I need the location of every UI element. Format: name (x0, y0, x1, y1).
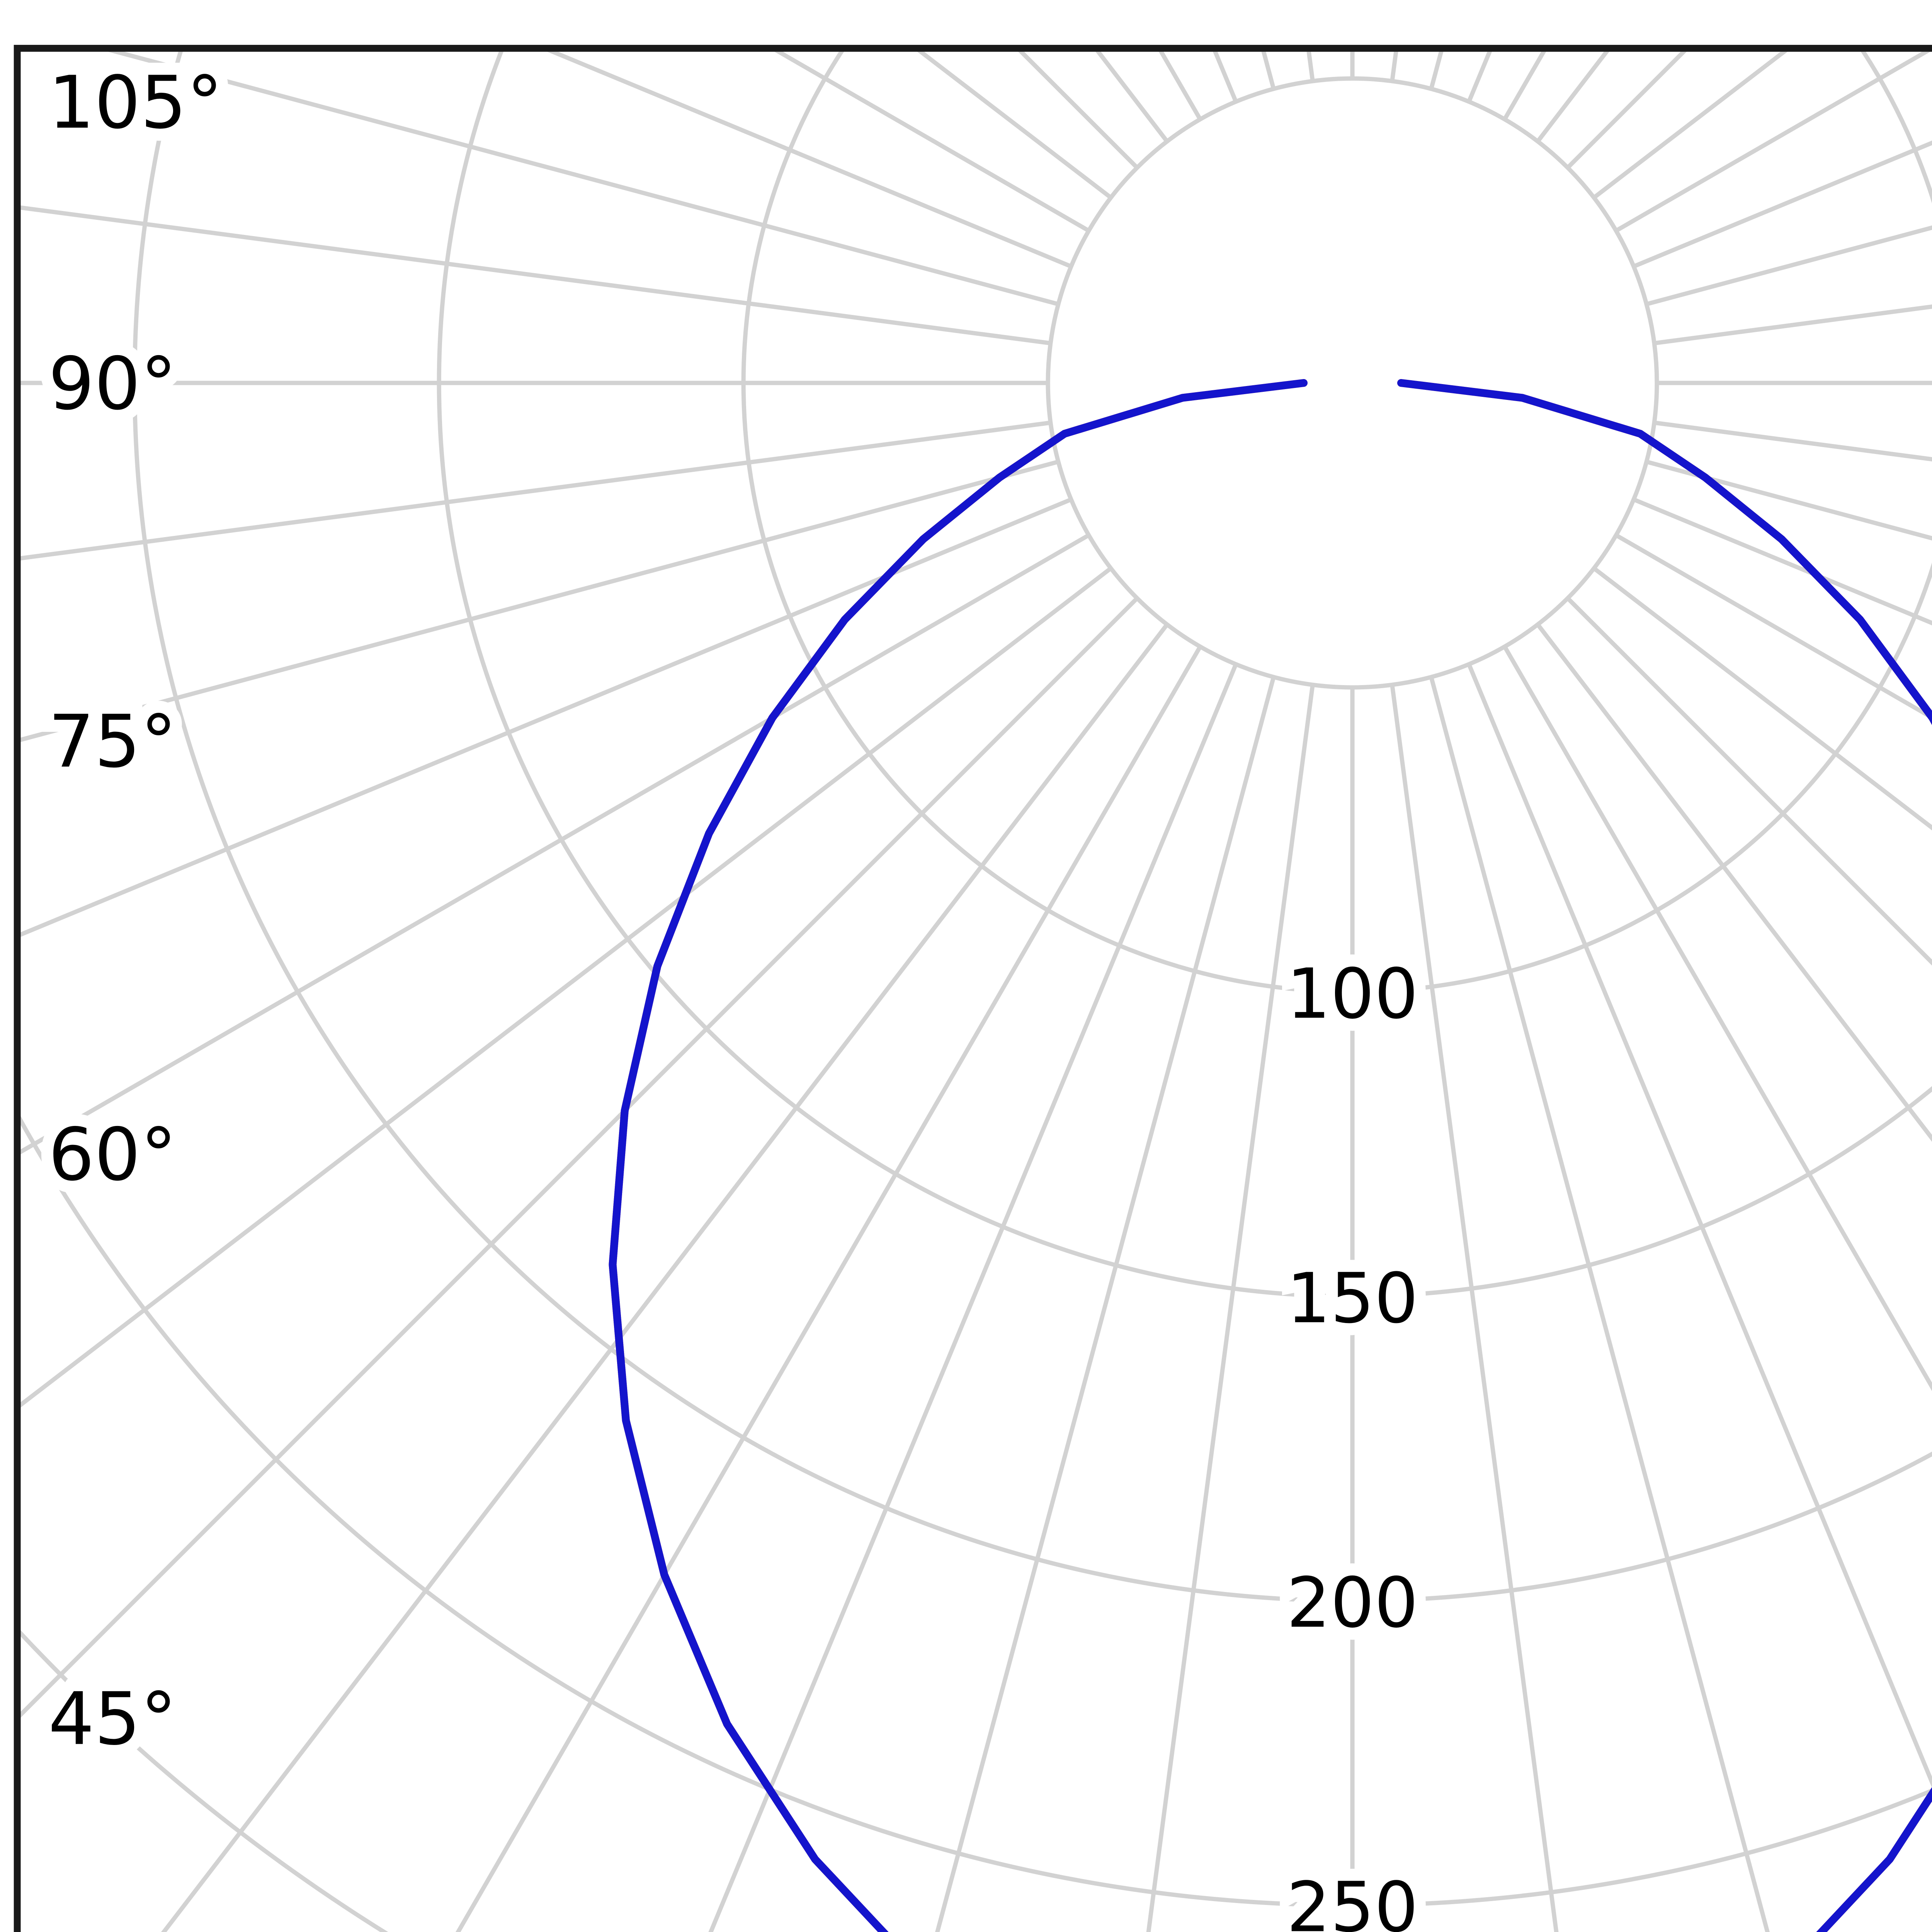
svg-text:105°: 105° (48, 61, 223, 145)
curve-C90-C270 (609, 379, 1932, 1932)
svg-text:100: 100 (1287, 954, 1418, 1034)
svg-text:90°: 90° (48, 342, 177, 426)
svg-text:150: 150 (1287, 1259, 1418, 1339)
svg-text:45°: 45° (48, 1677, 177, 1761)
svg-text:60°: 60° (48, 1113, 177, 1197)
svg-text:200: 200 (1287, 1563, 1418, 1643)
radial-tick-labels: 100 150 200 250 (1274, 942, 1430, 1932)
svg-text:250: 250 (1287, 1867, 1418, 1932)
curve-C0-C180 (609, 379, 1932, 1932)
angle-tick-labels: 0°15°15°30°30°45°45°60°60°75°75°90°90°10… (36, 49, 235, 1774)
plot-border (14, 45, 1932, 1932)
svg-text:75°: 75° (48, 700, 177, 784)
